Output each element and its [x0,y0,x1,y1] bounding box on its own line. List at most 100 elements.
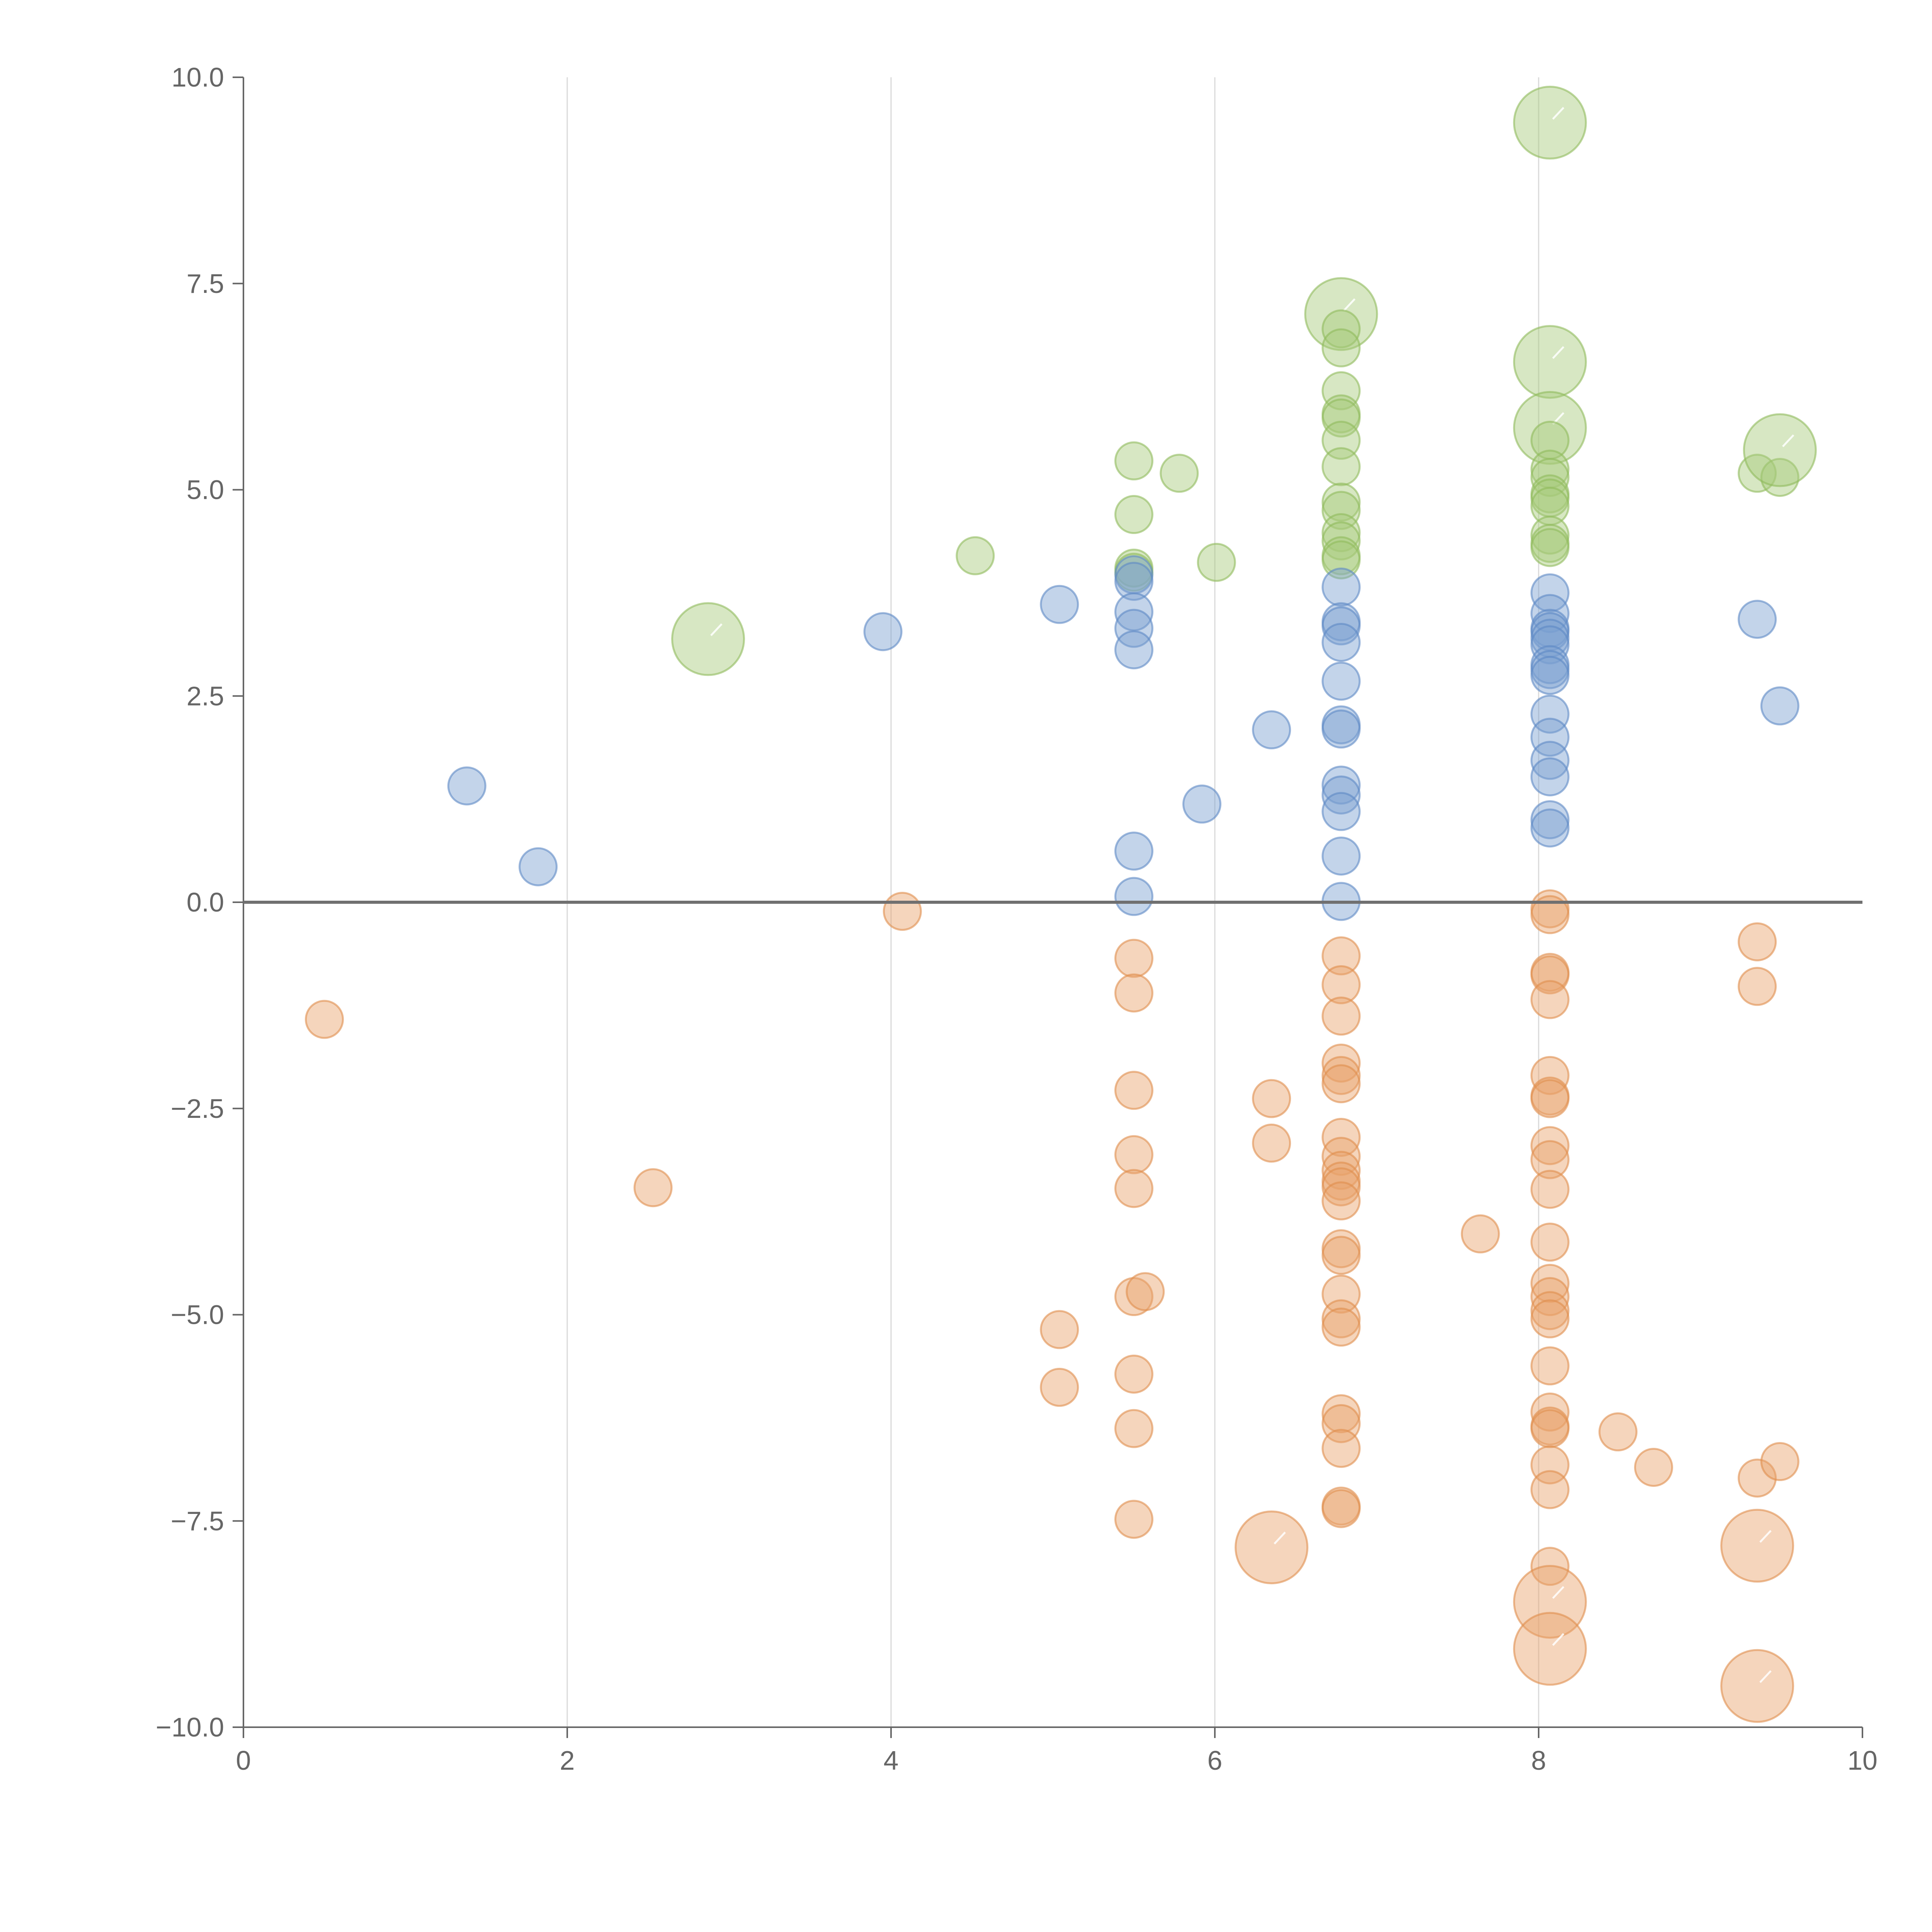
bubble-point-orange[interactable] [1321,1394,1361,1434]
bubble-point-blue[interactable] [1114,561,1153,601]
bubble-point-orange[interactable] [1720,1649,1794,1723]
bubble-point-orange[interactable] [1321,1167,1361,1207]
bubble-point-orange[interactable] [1530,1223,1570,1262]
bubble-point-orange[interactable] [1114,1135,1153,1174]
bubble-point-orange[interactable] [1321,1308,1361,1347]
bubble-point-orange[interactable] [1321,1429,1361,1468]
bubble-point-orange[interactable] [1321,1151,1361,1190]
bubble-point-orange[interactable] [1321,936,1361,976]
bubble-point-orange[interactable] [1252,1079,1291,1118]
bubble-point-orange[interactable] [1321,1181,1361,1221]
bubble-point-orange[interactable] [1461,1214,1500,1253]
bubble-point-orange[interactable] [1114,1500,1153,1539]
bubble-point-orange[interactable] [633,1168,673,1208]
bubble-point-orange[interactable] [1321,965,1361,1004]
bubble-point-orange[interactable] [1530,895,1570,934]
bubble-point-orange[interactable] [1738,1458,1777,1498]
bubble-point-orange[interactable] [1126,1272,1165,1311]
bubble-point-green[interactable] [1530,515,1570,555]
bubble-point-orange[interactable] [1235,1510,1309,1585]
bubble-point-blue[interactable] [447,766,486,806]
bubble-point-green[interactable] [956,536,995,575]
bubble-point-blue[interactable] [1114,877,1153,916]
bubble-point-green[interactable] [1321,328,1361,367]
bubble-point-blue[interactable] [519,847,558,886]
bubble-point-green[interactable] [1197,543,1236,582]
bubble-point-green[interactable] [1114,495,1153,534]
bubble-point-green[interactable] [1530,457,1570,497]
bubble-point-green[interactable] [1321,483,1361,522]
bubble-point-orange[interactable] [1530,1140,1570,1179]
bubble-point-blue[interactable] [1114,609,1153,648]
bubble-point-orange[interactable] [1530,980,1570,1019]
bubble-point-green[interactable] [1321,491,1361,530]
bubble-point-orange[interactable] [1530,1470,1570,1509]
bubble-point-orange[interactable] [305,1000,344,1039]
bubble-point-orange[interactable] [1530,1392,1570,1432]
bubble-point-blue[interactable] [1530,573,1570,612]
bubble-point-green[interactable] [1114,441,1153,481]
bubble-point-orange[interactable] [1530,1291,1570,1330]
bubble-point-orange[interactable] [1530,1170,1570,1209]
bubble-point-green[interactable] [1513,85,1587,160]
bubble-point-blue[interactable] [1252,710,1291,750]
bubble-point-orange[interactable] [1530,1264,1570,1303]
bubble-point-orange[interactable] [1530,1079,1570,1118]
bubble-point-blue[interactable] [1530,741,1570,780]
bubble-point-blue[interactable] [1114,832,1153,871]
bubble-point-blue[interactable] [1530,718,1570,757]
bubble-point-blue[interactable] [1321,836,1361,876]
bubble-point-orange[interactable] [1530,1346,1570,1386]
bubble-point-orange[interactable] [1114,1409,1153,1448]
bubble-point-orange[interactable] [1513,1612,1587,1686]
bubble-point-orange[interactable] [1321,1236,1361,1275]
bubble-point-orange[interactable] [1114,1071,1153,1110]
bubble-point-orange[interactable] [1738,922,1777,961]
bubble-point-orange[interactable] [1114,973,1153,1013]
bubble-point-blue[interactable] [1321,662,1361,701]
bubble-point-orange[interactable] [1252,1123,1291,1163]
bubble-point-blue[interactable] [1321,622,1361,662]
bubble-point-blue[interactable] [1530,757,1570,796]
bubble-point-orange[interactable] [1530,1126,1570,1165]
bubble-point-blue[interactable] [1321,709,1361,749]
bubble-point-green[interactable] [1321,398,1361,438]
bubble-point-orange[interactable] [883,891,922,931]
bubble-point-blue[interactable] [1738,600,1777,639]
bubble-point-blue[interactable] [1530,800,1570,839]
bubble-point-green[interactable] [1743,413,1817,487]
bubble-point-orange[interactable] [1513,1565,1587,1639]
bubble-point-green[interactable] [1321,371,1361,410]
bubble-point-green[interactable] [1513,325,1587,399]
bubble-point-orange[interactable] [1321,1043,1361,1083]
bubble-point-orange[interactable] [1321,997,1361,1036]
bubble-point-orange[interactable] [1040,1310,1079,1349]
bubble-point-orange[interactable] [1530,1277,1570,1316]
bubble-point-orange[interactable] [1114,939,1153,978]
bubble-point-blue[interactable] [1530,694,1570,734]
bubble-point-orange[interactable] [1321,1299,1361,1338]
bubble-point-blue[interactable] [1321,775,1361,815]
bubble-point-blue[interactable] [1182,784,1221,824]
bubble-point-orange[interactable] [1530,1056,1570,1095]
bubble-point-green[interactable] [1321,540,1361,580]
bubble-point-blue[interactable] [1040,585,1079,624]
bubble-point-orange[interactable] [1530,1299,1570,1338]
bubble-point-orange[interactable] [1114,1169,1153,1208]
bubble-point-orange[interactable] [1738,967,1777,1006]
bubble-point-orange[interactable] [1040,1367,1079,1407]
bubble-point-blue[interactable] [1321,606,1361,646]
bubble-point-orange[interactable] [1530,1409,1570,1448]
bubble-point-blue[interactable] [1530,656,1570,695]
bubble-point-blue[interactable] [1321,567,1361,607]
bubble-point-orange[interactable] [1114,1354,1153,1394]
bubble-point-orange[interactable] [1321,1064,1361,1104]
bubble-point-blue[interactable] [1530,808,1570,848]
bubble-point-orange[interactable] [1634,1447,1673,1487]
bubble-point-green[interactable] [1321,513,1361,553]
bubble-point-orange[interactable] [1321,1056,1361,1095]
bubble-point-blue[interactable] [1760,686,1799,726]
bubble-point-orange[interactable] [1760,1442,1799,1481]
bubble-point-green[interactable] [1160,454,1199,493]
bubble-point-blue[interactable] [1321,792,1361,831]
